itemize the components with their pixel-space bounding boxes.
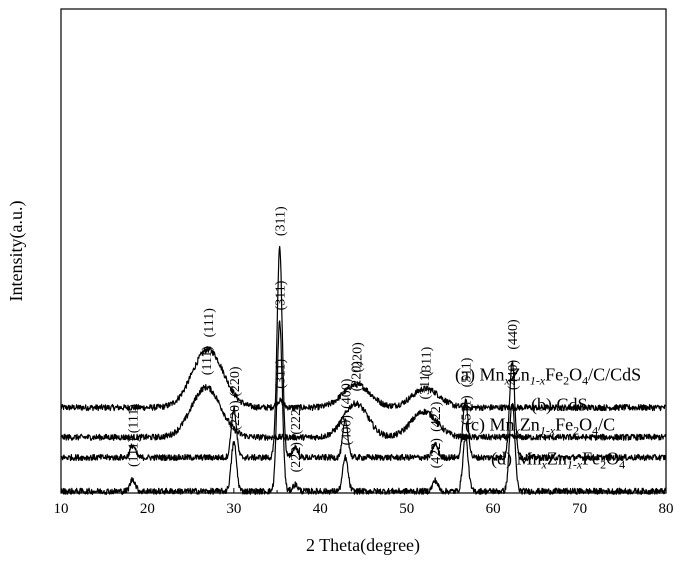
- peak-label: (422): [429, 438, 444, 469]
- peak-label: (422): [429, 401, 444, 432]
- x-tick-label: 60: [486, 501, 501, 517]
- peak-label: (222): [289, 442, 304, 473]
- peak-label: (400): [339, 415, 354, 446]
- legend-segment: 1-x: [530, 373, 546, 387]
- series-legend-label: (c) MnxZn1-xFe2O4/C: [465, 415, 615, 438]
- series-legend-label: (d) MnxZn1-xFe2O4: [491, 448, 625, 471]
- legend-segment: Fe: [582, 448, 600, 468]
- legend-segment: Zn: [547, 448, 567, 468]
- peak-label: (220): [228, 400, 243, 431]
- legend-segment: 1-x: [567, 457, 583, 471]
- peak-label: (222): [289, 404, 304, 435]
- legend-segment: Fe: [555, 415, 573, 435]
- peak-label: (311): [274, 206, 289, 236]
- legend-segment: (b) CdS: [531, 394, 588, 415]
- legend-segment: (a) Mn: [455, 365, 504, 386]
- peak-label: (111): [127, 404, 142, 434]
- legends: (a) MnxZn1-xFe2O4/C/CdS (b) CdS(c) MnxZn1…: [455, 365, 641, 471]
- peak-label: (111): [127, 437, 142, 467]
- peak-label: (311): [274, 280, 289, 310]
- legend-segment: (c) Mn: [465, 415, 514, 436]
- legend-segment: /C/CdS: [588, 365, 641, 385]
- legend-segment: Zn: [520, 415, 540, 435]
- x-axis-label: 2 Theta(degree): [306, 535, 420, 556]
- legend-segment: O: [569, 365, 582, 385]
- x-tick-label: 40: [313, 501, 328, 517]
- legend-segment: Fe: [545, 365, 563, 385]
- peak-label: (400): [339, 378, 354, 409]
- legend-segment: O: [606, 448, 619, 468]
- plot-frame: [61, 9, 666, 493]
- legend-segment: O: [579, 415, 592, 435]
- legend-segment: /C: [598, 415, 615, 435]
- peak-label: (311): [274, 359, 289, 389]
- x-tick-label: 70: [572, 501, 587, 517]
- x-tick-label: 10: [54, 501, 69, 517]
- peak-label: (220): [228, 366, 243, 397]
- peak-label: (440): [506, 319, 521, 350]
- y-axis-label: Intensity(a.u.): [6, 201, 27, 302]
- x-tick-label: 50: [399, 501, 414, 517]
- peak-label: (111): [202, 308, 217, 338]
- x-tick-label: 30: [226, 501, 241, 517]
- legend-segment: 1-x: [540, 423, 556, 437]
- series-legend-label: (b) CdS: [531, 394, 588, 415]
- x-tick-label: 20: [140, 501, 155, 517]
- series-legend-label: (a) MnxZn1-xFe2O4/C/CdS: [455, 365, 641, 388]
- legend-segment: (d) Mn: [491, 448, 542, 469]
- x-tick-label: 80: [659, 501, 674, 517]
- legend-segment: Zn: [510, 365, 530, 385]
- legend-segment: 4: [619, 457, 625, 471]
- peak-label: (311): [418, 369, 433, 399]
- peak-label: (111): [200, 346, 215, 376]
